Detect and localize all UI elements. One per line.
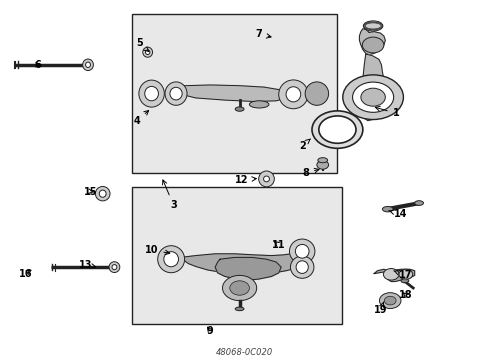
Text: 11: 11 [271,240,285,250]
Polygon shape [373,269,414,282]
Text: 5: 5 [136,38,148,51]
Ellipse shape [142,47,152,57]
Text: 3: 3 [162,180,177,210]
Bar [132,187,342,324]
Text: 12: 12 [235,175,256,185]
Ellipse shape [235,107,244,111]
Text: 17: 17 [393,270,412,280]
Bar [132,14,337,173]
Circle shape [316,161,328,169]
Circle shape [222,275,256,301]
Circle shape [352,82,393,112]
Text: 8: 8 [302,168,318,178]
Ellipse shape [112,265,117,270]
Ellipse shape [95,186,110,201]
Text: 10: 10 [144,245,169,255]
Circle shape [384,296,395,305]
Ellipse shape [109,262,120,273]
Polygon shape [181,251,310,274]
Text: 18: 18 [398,290,412,300]
Ellipse shape [414,201,423,205]
Text: 2: 2 [298,139,310,151]
Ellipse shape [164,82,186,105]
Text: 4: 4 [133,111,148,126]
Ellipse shape [363,21,382,31]
Polygon shape [173,85,290,102]
Text: 13: 13 [79,260,96,270]
Circle shape [398,269,412,279]
Ellipse shape [285,87,300,102]
Ellipse shape [263,176,269,182]
Circle shape [311,111,362,148]
Text: 6: 6 [35,60,41,70]
Ellipse shape [295,261,307,274]
Ellipse shape [289,239,314,264]
Text: 14: 14 [388,209,407,219]
Circle shape [229,281,249,295]
Polygon shape [361,54,385,110]
Ellipse shape [163,252,178,267]
Ellipse shape [82,59,93,71]
Text: 16: 16 [19,269,32,279]
Ellipse shape [305,82,328,105]
Ellipse shape [258,171,274,187]
Ellipse shape [169,87,182,100]
Ellipse shape [290,256,313,278]
Text: 1: 1 [375,107,399,118]
Ellipse shape [144,86,158,101]
Ellipse shape [317,158,327,163]
Ellipse shape [382,207,392,212]
Circle shape [383,269,398,280]
Text: 7: 7 [255,29,270,39]
Ellipse shape [139,80,164,107]
Ellipse shape [295,244,308,258]
Ellipse shape [278,80,307,109]
Circle shape [360,88,385,106]
Polygon shape [362,106,376,121]
Polygon shape [215,257,281,280]
Circle shape [362,37,383,53]
Polygon shape [359,29,385,55]
Ellipse shape [99,190,106,197]
Ellipse shape [249,101,268,108]
Text: 15: 15 [83,186,97,197]
Ellipse shape [85,62,90,68]
Text: 48068-0C020: 48068-0C020 [215,348,273,357]
Ellipse shape [400,279,408,283]
Circle shape [342,75,403,120]
Ellipse shape [235,307,244,311]
Text: 9: 9 [206,326,213,336]
Circle shape [379,293,400,309]
Text: 19: 19 [373,302,386,315]
Ellipse shape [157,246,184,273]
Ellipse shape [145,50,149,55]
Circle shape [318,116,355,143]
